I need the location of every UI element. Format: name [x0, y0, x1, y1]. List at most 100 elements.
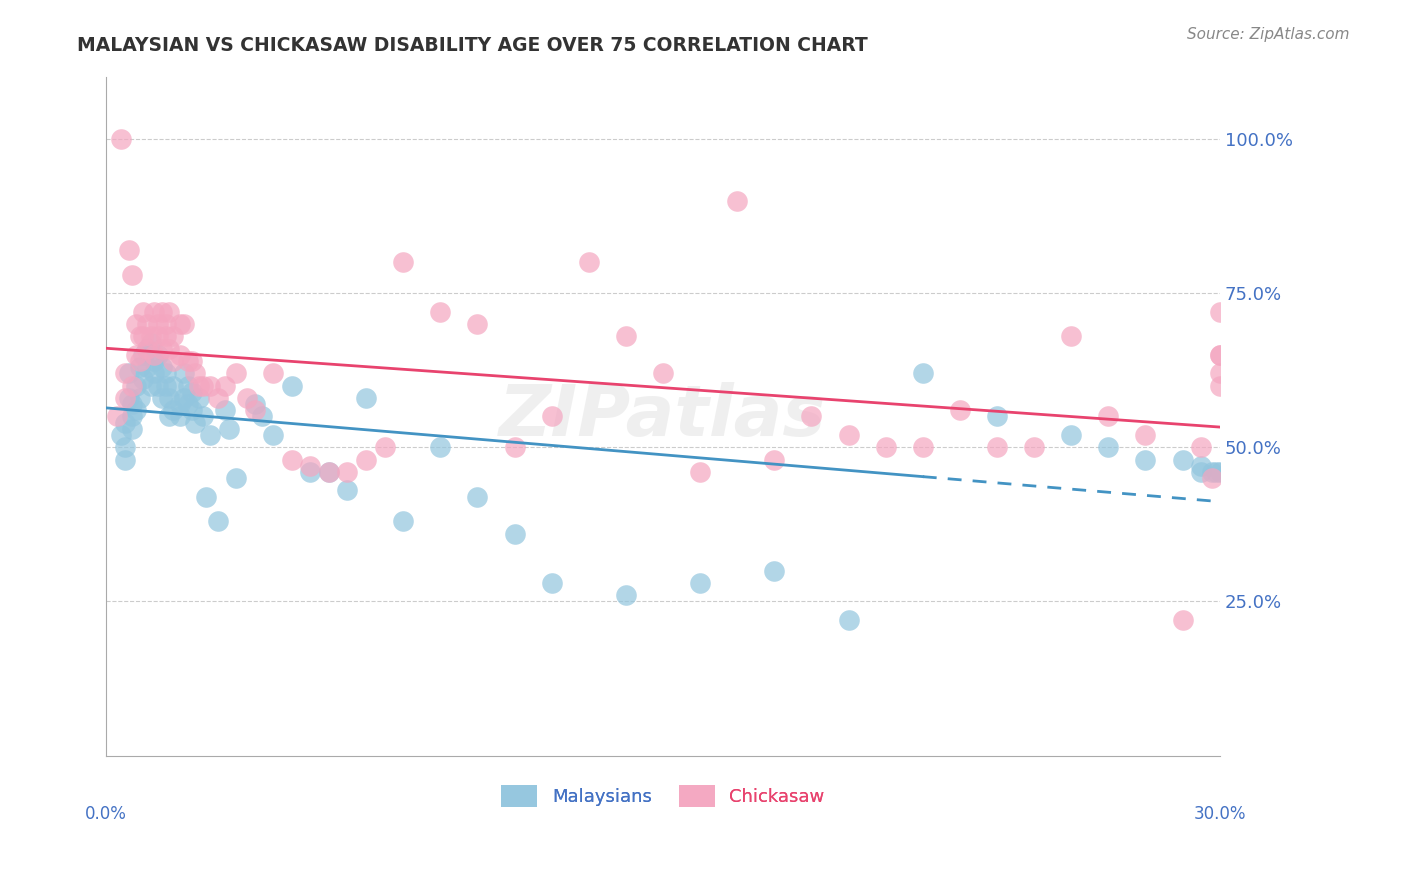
Malaysians — [132, 372, 155, 386]
Chickasaw — [169, 317, 191, 331]
Chickasaw — [374, 440, 396, 454]
Malaysians — [173, 391, 195, 405]
Text: ZIPatlas: ZIPatlas — [499, 382, 827, 451]
Chickasaw — [180, 354, 202, 368]
Malaysians — [195, 490, 218, 504]
Malaysians — [157, 409, 180, 424]
Malaysians — [763, 564, 786, 578]
Chickasaw — [162, 354, 184, 368]
Malaysians — [150, 391, 173, 405]
Malaysians — [139, 335, 162, 350]
Chickasaw — [467, 317, 489, 331]
Malaysians — [243, 397, 266, 411]
Chickasaw — [198, 378, 221, 392]
Malaysians — [162, 403, 184, 417]
Chickasaw — [299, 458, 322, 473]
Chickasaw — [139, 329, 162, 343]
Text: Source: ZipAtlas.com: Source: ZipAtlas.com — [1187, 27, 1350, 42]
Chickasaw — [1189, 440, 1212, 454]
Malaysians — [128, 360, 150, 375]
Chickasaw — [614, 329, 637, 343]
Chickasaw — [225, 367, 247, 381]
Malaysians — [318, 465, 340, 479]
Chickasaw — [143, 348, 166, 362]
Malaysians — [117, 391, 139, 405]
Chickasaw — [105, 409, 128, 424]
Chickasaw — [503, 440, 526, 454]
Chickasaw — [1209, 348, 1232, 362]
Malaysians — [1171, 452, 1194, 467]
Chickasaw — [169, 348, 191, 362]
Chickasaw — [911, 440, 934, 454]
Chickasaw — [114, 367, 136, 381]
Malaysians — [114, 452, 136, 467]
Chickasaw — [132, 329, 155, 343]
Malaysians — [155, 367, 177, 381]
Chickasaw — [214, 378, 236, 392]
Malaysians — [117, 367, 139, 381]
Chickasaw — [1209, 304, 1232, 318]
Malaysians — [218, 422, 240, 436]
Malaysians — [188, 391, 211, 405]
Malaysians — [392, 514, 415, 528]
Text: MALAYSIAN VS CHICKASAW DISABILITY AGE OVER 75 CORRELATION CHART: MALAYSIAN VS CHICKASAW DISABILITY AGE OV… — [77, 36, 868, 54]
Chickasaw — [110, 132, 132, 146]
Chickasaw — [1201, 471, 1223, 485]
Malaysians — [614, 588, 637, 602]
Malaysians — [136, 360, 159, 375]
Legend: Malaysians, Chickasaw: Malaysians, Chickasaw — [494, 778, 832, 814]
Chickasaw — [725, 194, 748, 208]
Malaysians — [148, 378, 170, 392]
Malaysians — [180, 403, 202, 417]
Chickasaw — [800, 409, 823, 424]
Chickasaw — [207, 391, 229, 405]
Chickasaw — [429, 304, 451, 318]
Chickasaw — [392, 255, 415, 269]
Malaysians — [139, 378, 162, 392]
Malaysians — [214, 403, 236, 417]
Chickasaw — [125, 317, 148, 331]
Malaysians — [191, 409, 214, 424]
Malaysians — [121, 397, 143, 411]
Chickasaw — [128, 354, 150, 368]
Malaysians — [177, 378, 200, 392]
Malaysians — [336, 483, 359, 498]
Malaysians — [1135, 452, 1157, 467]
Chickasaw — [354, 452, 377, 467]
Malaysians — [110, 428, 132, 442]
Malaysians — [143, 367, 166, 381]
Malaysians — [262, 428, 284, 442]
Chickasaw — [336, 465, 359, 479]
Malaysians — [429, 440, 451, 454]
Chickasaw — [1171, 613, 1194, 627]
Chickasaw — [763, 452, 786, 467]
Malaysians — [132, 348, 155, 362]
Malaysians — [148, 348, 170, 362]
Chickasaw — [1209, 378, 1232, 392]
Chickasaw — [132, 304, 155, 318]
Malaysians — [1060, 428, 1083, 442]
Chickasaw — [191, 378, 214, 392]
Malaysians — [155, 378, 177, 392]
Malaysians — [169, 397, 191, 411]
Chickasaw — [838, 428, 860, 442]
Malaysians — [1201, 465, 1223, 479]
Chickasaw — [652, 367, 675, 381]
Malaysians — [838, 613, 860, 627]
Chickasaw — [236, 391, 259, 405]
Malaysians — [114, 416, 136, 430]
Malaysians — [250, 409, 273, 424]
Chickasaw — [148, 329, 170, 343]
Malaysians — [1189, 458, 1212, 473]
Malaysians — [180, 384, 202, 399]
Malaysians — [125, 378, 148, 392]
Malaysians — [1097, 440, 1119, 454]
Chickasaw — [281, 452, 304, 467]
Chickasaw — [875, 440, 897, 454]
Chickasaw — [184, 367, 207, 381]
Chickasaw — [1135, 428, 1157, 442]
Malaysians — [207, 514, 229, 528]
Text: 30.0%: 30.0% — [1194, 805, 1246, 822]
Chickasaw — [318, 465, 340, 479]
Chickasaw — [1209, 367, 1232, 381]
